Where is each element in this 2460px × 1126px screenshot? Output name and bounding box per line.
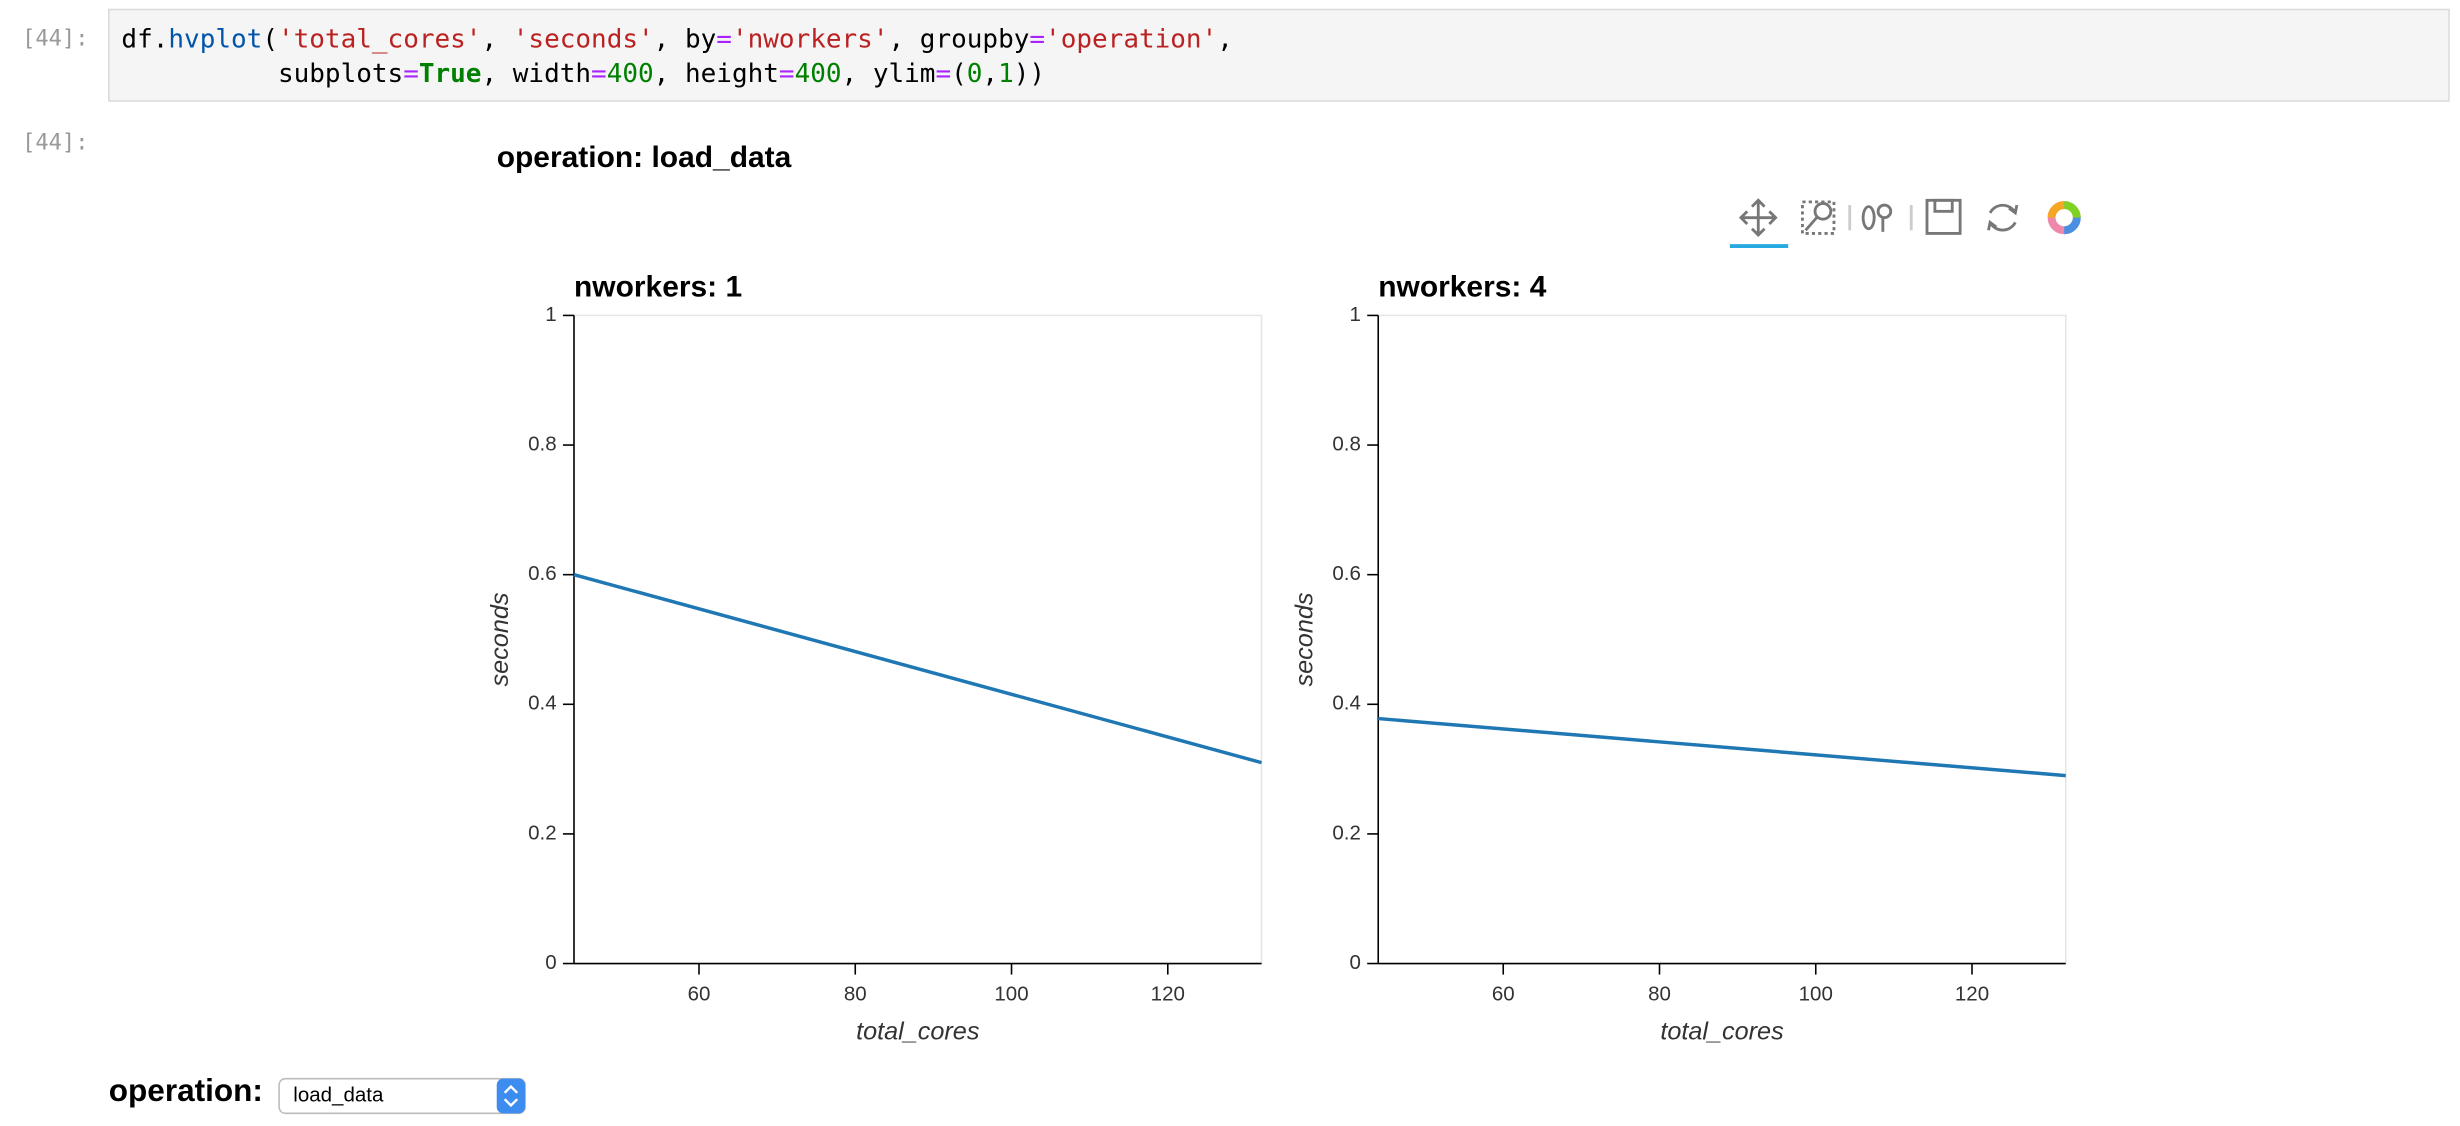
y-tick-label: 1 [1349, 303, 1360, 326]
output-prompt: [44]: [22, 131, 88, 156]
code-token: , ylim [842, 59, 936, 89]
y-tick-label: 1 [545, 303, 556, 326]
widget-label: operation: [109, 1072, 263, 1108]
code-token: = [935, 59, 951, 89]
code-token: 400 [795, 59, 842, 89]
code-token: , by [654, 24, 717, 54]
code-token: ( [262, 24, 278, 54]
code-token: = [403, 59, 419, 89]
code-token: , [481, 24, 512, 54]
code-token: df. [121, 24, 168, 54]
chart-title: nworkers: 4 [1378, 271, 1546, 304]
code-token: subplots [121, 59, 403, 89]
pan-tool[interactable] [1729, 198, 1789, 249]
x-tick-label: 60 [688, 982, 711, 1005]
y-tick-label: 0 [545, 951, 556, 974]
code-token: , height [654, 59, 779, 89]
box-zoom-tool[interactable] [1801, 200, 1836, 235]
plot-frame [1377, 314, 2067, 965]
x-tick-label: 120 [1151, 982, 1185, 1005]
code-cell[interactable] [108, 8, 2450, 102]
code-token: , groupby [889, 24, 1030, 54]
code-token: = [716, 24, 732, 54]
code-token: 400 [607, 59, 654, 89]
x-tick-label: 80 [1648, 982, 1671, 1005]
code-token: 1 [998, 59, 1014, 89]
y-tick-label: 0.4 [528, 692, 557, 715]
y-tick-label: 0.6 [528, 562, 557, 585]
select-value: load_data [293, 1083, 384, 1106]
x-tick-label: 100 [994, 982, 1028, 1005]
code-token: = [1029, 24, 1045, 54]
code-token: 0 [967, 59, 983, 89]
x-tick-label: 60 [1492, 982, 1515, 1005]
y-tick-label: 0.2 [1332, 821, 1361, 844]
y-tick-label: 0.8 [528, 432, 557, 455]
code-token: = [591, 59, 607, 89]
line [1378, 716, 2066, 778]
code-token: = [779, 59, 795, 89]
y-tick-label: 0.2 [528, 821, 557, 844]
reset-tool[interactable] [1987, 203, 2019, 232]
y-tick-label: 0 [1349, 951, 1360, 974]
plot-frame [573, 314, 1263, 965]
code-token: hvplot [168, 24, 262, 54]
code: df.hvplot('total_cores', 'seconds', by='… [121, 24, 1232, 89]
code-token: 'total_cores' [278, 24, 482, 54]
hover-tool[interactable] [2047, 201, 2081, 235]
y-tick-label: 0.6 [1332, 562, 1361, 585]
code-token: )) [1014, 59, 1045, 89]
input-prompt: [44]: [22, 26, 88, 51]
y-tick-label: 0.4 [1332, 692, 1361, 715]
code-line: subplots=True, width=400, height=400, yl… [121, 59, 1045, 89]
code-token: 'nworkers' [732, 24, 889, 54]
y-tick-label: 0.8 [1332, 432, 1361, 455]
select[interactable]: load_data [278, 1077, 526, 1115]
x-axis-label: total_cores [1660, 1018, 1784, 1046]
y-axis-label: seconds [1290, 592, 1318, 686]
code-token: True [419, 59, 482, 89]
code-token: ( [951, 59, 967, 89]
line [573, 572, 1262, 765]
x-tick-label: 100 [1799, 982, 1833, 1005]
charts: nworkers: 1 0 0.2 0.4 0.6 0.8 1 60 80 100 120 total… [486, 271, 2067, 1046]
y-axis-label: seconds [486, 592, 514, 686]
code-token: , [982, 59, 998, 89]
save-tool[interactable] [1925, 198, 1962, 235]
code-token: , [1217, 24, 1233, 54]
x-axis-label: total_cores [856, 1018, 980, 1046]
code-line: df.hvplot('total_cores', 'seconds', by='… [121, 24, 1232, 54]
code-token: 'operation' [1045, 24, 1217, 54]
layout-title: operation: load_data [497, 141, 792, 174]
code-token: 'seconds' [513, 24, 654, 54]
x-tick-label: 120 [1955, 982, 1989, 1005]
chart-title: nworkers: 1 [574, 271, 742, 304]
x-tick-label: 80 [844, 982, 867, 1005]
toolbar [1729, 198, 2081, 249]
code-token: , width [481, 59, 591, 89]
wheel-zoom-tool[interactable] [1861, 203, 1893, 232]
